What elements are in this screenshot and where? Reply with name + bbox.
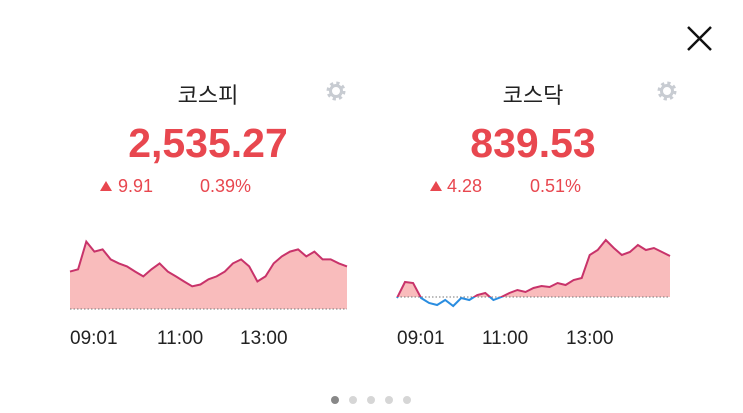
index-name: 코스닥 [503,84,564,109]
price-line [69,239,348,288]
change-percent: 0.39% [200,176,251,196]
price-area [397,240,670,297]
settings-button[interactable] [657,81,677,101]
gear-teeth [326,81,346,101]
x-tick-label: 13:00 [240,328,288,349]
settings-button[interactable] [326,81,346,101]
gear-teeth [657,81,677,101]
index-name: 코스피 [178,84,239,109]
x-tick-label: 09:01 [397,328,445,349]
price-area [70,241,347,309]
price: 839.53 [470,120,595,166]
change: 4.28 [447,176,482,196]
up-arrow [100,181,112,191]
pager-dots [331,396,411,404]
pager-dot[interactable] [331,396,339,404]
x-tick-label: 11:00 [482,328,528,349]
pager-dot[interactable] [349,396,357,404]
gear-body [660,84,674,98]
change: 9.91 [118,176,153,196]
x-tick-label: 13:00 [566,328,614,349]
up-arrow [430,181,442,191]
x-tick-label: 09:01 [70,328,118,349]
pager-dot[interactable] [385,396,393,404]
price: 2,535.27 [128,120,288,166]
price-line [396,238,671,297]
gear-body [329,84,343,98]
x-tick-label: 11:00 [157,328,203,349]
close-button[interactable] [687,26,712,51]
change-percent: 0.51% [530,176,581,196]
pager-dot[interactable] [367,396,375,404]
pager-dot[interactable] [403,396,411,404]
price-line-below [396,297,504,308]
